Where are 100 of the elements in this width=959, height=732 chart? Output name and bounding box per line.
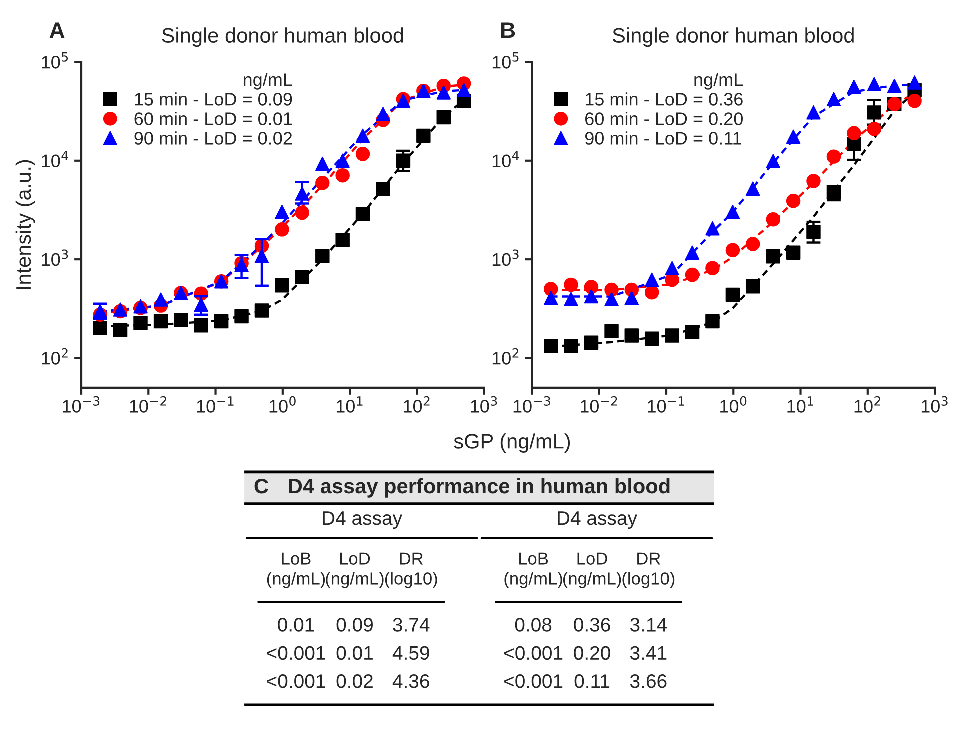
point (194, 318, 208, 333)
point (786, 194, 801, 208)
point (356, 128, 370, 144)
x-tick-label: 10$^{2}$ (404, 396, 430, 413)
point (416, 128, 431, 144)
point (564, 339, 578, 354)
x-tick-label: 10$^{2}$ (854, 396, 880, 413)
point (644, 272, 660, 288)
text: <0.001 (267, 674, 326, 688)
point (665, 328, 680, 343)
point (356, 147, 370, 162)
point (604, 292, 619, 306)
legend-label: 60 min - LoD = 0.01 (134, 112, 292, 126)
y-tick-label: 10$^{4}$ (492, 151, 520, 168)
legend-label: 15 min - LoD = 0.09 (135, 92, 292, 106)
point (436, 110, 451, 125)
text: 3.14 (630, 618, 668, 632)
point (806, 174, 821, 188)
point (726, 243, 740, 258)
point (376, 182, 390, 196)
chart-title: Single donor human blood (612, 28, 854, 48)
point (154, 292, 168, 307)
x-tick-label: 10$^{1}$ (788, 396, 814, 413)
point (726, 204, 740, 220)
point (316, 176, 330, 190)
text: A (50, 22, 65, 38)
point (336, 233, 350, 248)
point (584, 289, 599, 304)
point (295, 206, 310, 220)
x-tick-label: 10$^{−1}$ (648, 396, 684, 413)
x-tick-label: 10$^{−2}$ (580, 396, 618, 413)
text: 0.02 (336, 674, 373, 688)
point (93, 321, 108, 336)
text: <0.001 (267, 646, 326, 660)
point (295, 270, 310, 284)
point (746, 182, 760, 196)
point (685, 325, 700, 340)
point (624, 291, 640, 306)
y-tick-label: 10$^{3}$ (42, 250, 68, 266)
point (766, 250, 781, 264)
point (336, 168, 350, 183)
point (847, 126, 862, 141)
text: C (254, 478, 268, 494)
point (644, 332, 660, 346)
point (604, 324, 619, 339)
point (826, 92, 842, 107)
point (254, 304, 270, 318)
x-tick-label: 10$^{−3}$ (63, 396, 100, 413)
x-tick-label: 10$^{3}$ (922, 396, 948, 413)
text: 4.59 (392, 646, 430, 660)
text: 4.36 (392, 674, 430, 688)
x-axis-title: sGP (ng/mL) (454, 434, 570, 453)
point (234, 309, 249, 324)
text: LoD (ng/mL) (326, 552, 384, 588)
x-tick-label: 10$^{0}$ (270, 396, 296, 413)
point (544, 339, 558, 354)
point (376, 107, 390, 122)
point (706, 221, 720, 236)
text: D4 assay performance in human blood (289, 478, 670, 498)
point (847, 80, 862, 94)
point (766, 212, 781, 227)
legend-title: ng/mL (694, 73, 744, 90)
x-tick-label: 10$^{3}$ (471, 396, 498, 413)
point (544, 291, 558, 306)
text: 0.08 (515, 618, 552, 632)
text: 3.66 (630, 674, 667, 688)
y-tick-label: 10$^{5}$ (492, 52, 519, 69)
point (356, 207, 370, 222)
text: 0.01 (336, 646, 373, 660)
y-tick-label: 10$^{4}$ (42, 151, 68, 168)
x-tick-label: 10$^{−3}$ (514, 396, 550, 413)
point (644, 285, 660, 300)
text: 3.41 (630, 646, 667, 660)
x-tick-label: 10$^{−2}$ (130, 396, 166, 413)
y-tick-label: 10$^{2}$ (492, 348, 519, 365)
point (113, 323, 128, 338)
point (887, 78, 902, 94)
point (746, 237, 760, 252)
point (624, 328, 640, 343)
chart-title: Single donor human blood (162, 28, 404, 48)
point (867, 77, 882, 92)
point (604, 282, 619, 298)
point (908, 94, 922, 108)
point (786, 246, 801, 260)
text: DR (log10) (622, 552, 675, 588)
y-tick-label: 10$^{5}$ (42, 52, 68, 69)
y-tick-label: 10$^{3}$ (492, 250, 519, 266)
y-tick-label: 10$^{2}$ (42, 348, 68, 365)
x-tick-label: 10$^{0}$ (720, 396, 747, 413)
x-tick-label: 10$^{−1}$ (197, 396, 234, 413)
point (174, 313, 188, 328)
point (726, 288, 740, 302)
point (766, 154, 781, 168)
legend-label: 90 min - LoD = 0.11 (585, 132, 742, 145)
point (275, 204, 290, 220)
text: 0.36 (574, 618, 610, 632)
point (746, 280, 760, 294)
point (706, 314, 720, 329)
text: 3.74 (393, 618, 430, 632)
point (456, 83, 472, 98)
